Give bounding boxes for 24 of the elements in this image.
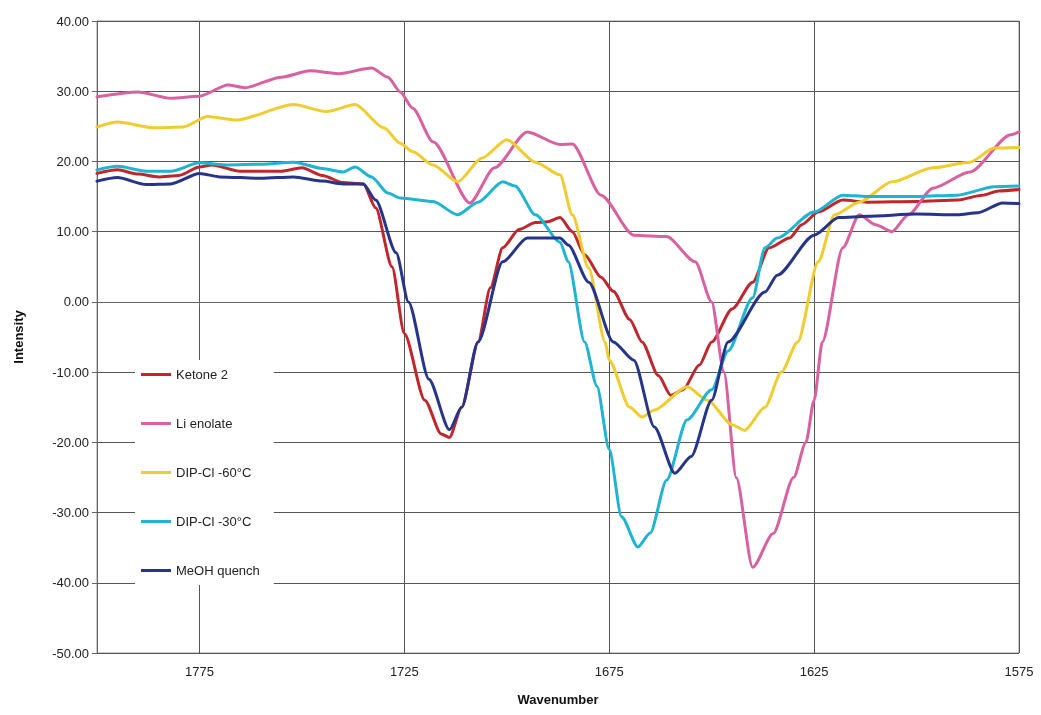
x-axis-title: Wavenumber — [517, 692, 599, 707]
x-tick-label: 1575 — [1004, 664, 1034, 679]
x-tick-label: 1625 — [799, 664, 829, 679]
y-tick-label: 0.00 — [63, 294, 89, 310]
legend-label: Li enolate — [176, 416, 233, 431]
x-tick-label: 1725 — [389, 664, 419, 679]
y-tick-label: 40.00 — [56, 13, 89, 29]
y-tick-label: -20.00 — [52, 434, 89, 450]
y-tick-label: -40.00 — [52, 575, 89, 591]
line-series — [95, 103, 1021, 432]
x-tick-label: 1675 — [594, 664, 624, 679]
legend-label: MeOH quench — [176, 563, 260, 578]
legend-label: DIP-Cl -60°C — [176, 465, 252, 480]
y-tick-label: -50.00 — [52, 645, 89, 661]
legend-label: DIP-Cl -30°C — [176, 514, 252, 529]
x-tick-label: 1775 — [184, 664, 214, 679]
legend-label: Ketone 2 — [176, 367, 229, 382]
y-tick-label: 10.00 — [56, 224, 89, 240]
line-series — [95, 160, 1021, 549]
y-axis-title: Intensity — [11, 309, 26, 364]
y-tick-label: 20.00 — [56, 153, 89, 169]
y-tick-label: 30.00 — [56, 83, 89, 99]
y-tick-label: -10.00 — [52, 364, 89, 380]
y-tick-label: -30.00 — [52, 505, 89, 521]
